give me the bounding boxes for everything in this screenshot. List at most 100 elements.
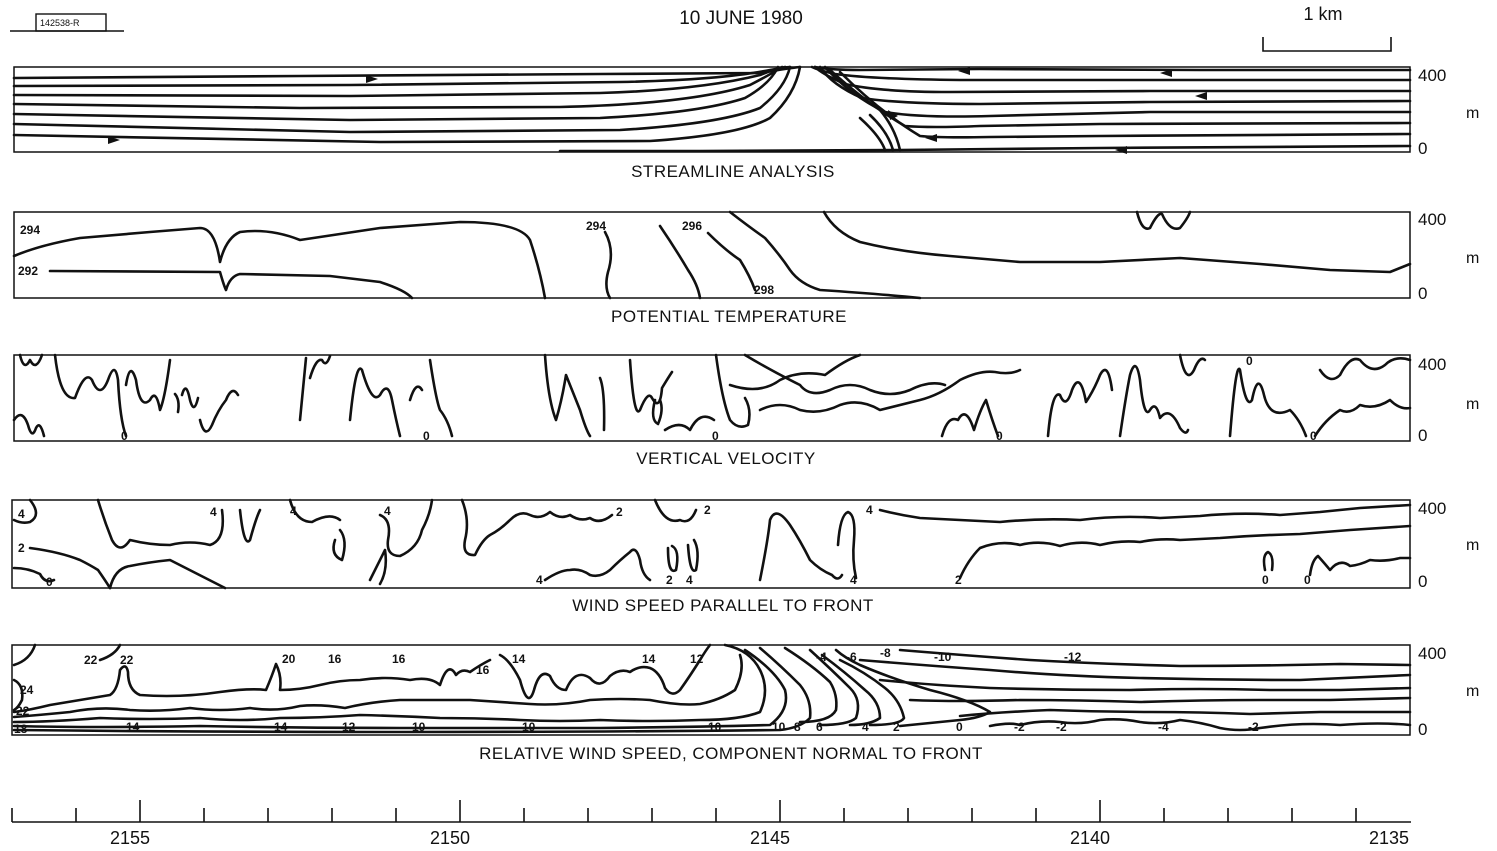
contour-label: 0 — [121, 429, 128, 443]
y-tick-bottom: 0 — [1418, 284, 1427, 303]
contour-label: -4 — [816, 650, 827, 664]
contour-label: -10 — [934, 650, 952, 664]
contour-label: 2 — [893, 720, 900, 734]
panel-title: RELATIVE WIND SPEED, COMPONENT NORMAL TO… — [479, 744, 983, 763]
normal-labels: 22 22 24 22 18 20 16 16 16 14 14 12 14 1… — [14, 646, 1259, 736]
contour-label: -6 — [846, 650, 857, 664]
contour-label: 0 — [712, 429, 719, 443]
contour-label: 0 — [1246, 354, 1253, 368]
contour-label: 10 — [708, 720, 722, 734]
contour-label: 22 — [84, 653, 98, 667]
panel-title: STREAMLINE ANALYSIS — [631, 162, 835, 181]
contour-label: 2 — [616, 505, 623, 519]
panel-wind-normal: 22 22 24 22 18 20 16 16 16 14 14 12 14 1… — [11, 643, 1479, 763]
contour-label: 4 — [210, 505, 217, 519]
panel-vertical-velocity: 0 0 0 0 0 0 VERTICAL VELOCITY 400 0 m — [12, 353, 1479, 468]
contour-label: 0 — [1304, 573, 1311, 587]
contour-label: 294 — [20, 223, 40, 237]
contour-label: 16 — [328, 652, 342, 666]
axis-ticks — [11, 800, 1357, 822]
contour-label: 24 — [20, 683, 34, 697]
isentropes — [12, 210, 1412, 300]
x-tick-label: 2150 — [430, 828, 470, 848]
panel-potential-temperature: 294 292 294 296 298 POTENTIAL TEMPERATUR… — [12, 210, 1479, 326]
y-unit: m — [1466, 537, 1479, 554]
contour-label: 10 — [772, 720, 786, 734]
velocity-contours — [12, 353, 1412, 438]
y-unit: m — [1466, 250, 1479, 267]
y-tick-top: 400 — [1418, 499, 1446, 518]
contour-label: -4 — [1158, 720, 1169, 734]
tag-box — [35, 13, 107, 32]
y-tick-top: 400 — [1418, 66, 1446, 85]
panel-frame — [11, 499, 1411, 589]
contour-label: 8 — [794, 720, 801, 734]
y-tick-top: 400 — [1418, 644, 1446, 663]
contour-label: 4 — [686, 573, 693, 587]
contour-label: -8 — [880, 646, 891, 660]
contour-label: -2 — [1056, 720, 1067, 734]
y-unit: m — [1466, 105, 1479, 122]
contour-label: 10 — [412, 720, 426, 734]
header: 142538-R 10 JUNE 1980 1 km — [10, 4, 1392, 52]
y-tick-bottom: 0 — [1418, 572, 1427, 591]
normal-contours — [12, 643, 1412, 734]
contour-label: 14 — [642, 652, 656, 666]
contour-label: 2 — [704, 503, 711, 517]
contour-label: 16 — [392, 652, 406, 666]
contour-label: 4 — [866, 503, 873, 517]
figure-tag: 142538-R — [40, 18, 80, 28]
contour-label: 16 — [476, 663, 490, 677]
y-tick-top: 400 — [1418, 355, 1446, 374]
y-tick-bottom: 0 — [1418, 139, 1427, 158]
panel-streamline: STREAMLINE ANALYSIS 400 0 m — [12, 65, 1479, 181]
contour-label: 4 — [536, 573, 543, 587]
contour-label: 0 — [423, 429, 430, 443]
velocity-labels: 0 0 0 0 0 0 — [121, 354, 1317, 443]
x-tick-label: 2155 — [110, 828, 150, 848]
contour-label: 6 — [816, 720, 823, 734]
contour-label: -12 — [1064, 650, 1082, 664]
contour-label: 296 — [682, 219, 702, 233]
y-tick-bottom: 0 — [1418, 720, 1427, 739]
scale-bar — [1262, 37, 1392, 52]
parallel-contours — [12, 498, 1412, 590]
contour-label: 4 — [862, 720, 869, 734]
contour-label: 14 — [126, 720, 140, 734]
contour-label: 0 — [956, 720, 963, 734]
panel-frame — [13, 354, 1411, 442]
contour-label: 4 — [290, 504, 297, 518]
contour-label: -2 — [1014, 720, 1025, 734]
y-tick-top: 400 — [1418, 210, 1446, 229]
contour-label: 2 — [955, 573, 962, 587]
figure-date: 10 JUNE 1980 — [679, 8, 803, 29]
time-axis: 2155 2150 2145 2140 2135 — [11, 800, 1411, 848]
contour-label: 0 — [996, 429, 1003, 443]
contour-label: -2 — [1248, 720, 1259, 734]
streamlines — [12, 65, 1412, 153]
contour-label: 10 — [522, 720, 536, 734]
contour-label: 12 — [342, 720, 356, 734]
contour-label: 0 — [46, 575, 53, 589]
contour-label: 298 — [754, 283, 774, 297]
contour-label: 22 — [120, 653, 134, 667]
contour-label: 0 — [1310, 429, 1317, 443]
contour-label: 22 — [16, 704, 30, 718]
isentrope-labels: 294 292 294 296 298 — [18, 219, 774, 297]
y-unit: m — [1466, 396, 1479, 413]
contour-label: 4 — [384, 504, 391, 518]
panel-wind-parallel: 4 2 0 4 4 4 2 4 2 2 4 4 4 2 0 0 WIND SPE… — [11, 498, 1479, 615]
contour-label: 2 — [18, 541, 25, 555]
y-tick-bottom: 0 — [1418, 426, 1427, 445]
y-unit: m — [1466, 683, 1479, 700]
parallel-labels: 4 2 0 4 4 4 2 4 2 2 4 4 4 2 0 0 — [18, 503, 1311, 589]
panel-title: VERTICAL VELOCITY — [636, 449, 816, 468]
contour-label: 12 — [690, 652, 704, 666]
contour-label: 2 — [666, 573, 673, 587]
x-tick-label: 2145 — [750, 828, 790, 848]
contour-label: 292 — [18, 264, 38, 278]
streamline-arrows — [108, 67, 1207, 154]
contour-label: 294 — [586, 219, 606, 233]
contour-label: 20 — [282, 652, 296, 666]
